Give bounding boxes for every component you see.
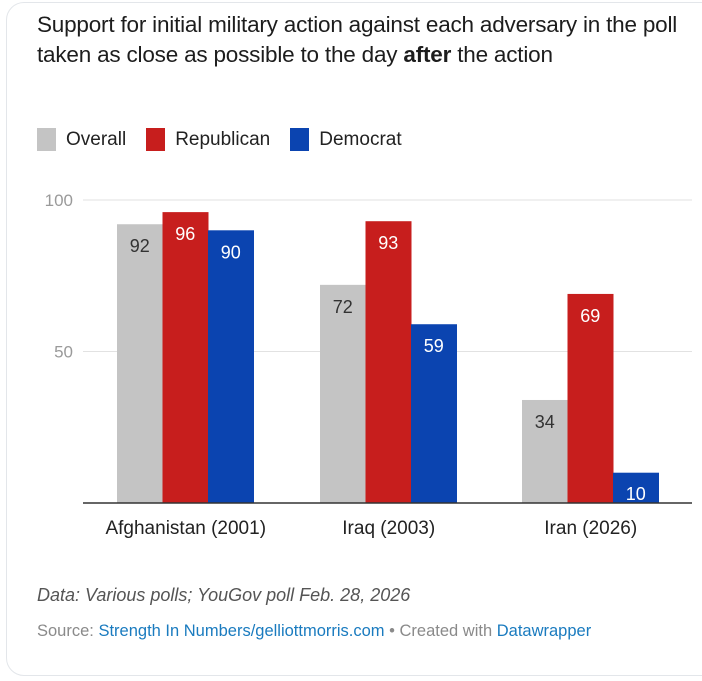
bar-value-label: 93 <box>378 233 398 253</box>
bar-democrat-2 <box>613 472 659 503</box>
chart-notes: Data: Various polls; YouGov poll Feb. 28… <box>37 585 411 605</box>
source-link[interactable]: Strength In Numbers/gelliottmorris.com <box>98 622 385 640</box>
category-labels: Afghanistan (2001) Iraq (2003) Iran (2026) <box>105 518 637 539</box>
bar-overall-1 <box>320 284 366 503</box>
bar-chart: 50 100 92 96 90 72 93 59 34 69 10 Afghanistan (20… <box>45 191 692 539</box>
datawrapper-link[interactable]: Datawrapper <box>496 622 592 640</box>
chart-title: Support for initial military action agai… <box>37 10 697 70</box>
bar-democrat-0 <box>208 230 254 504</box>
bar-democrat-1 <box>411 324 457 503</box>
legend-item-democrat: Democrat <box>290 128 402 151</box>
title-bold-text: after <box>403 42 452 67</box>
bar-value-label: 10 <box>626 484 646 504</box>
legend: Overall Republican Democrat <box>37 128 422 151</box>
legend-swatch-republican <box>146 128 166 151</box>
bar-overall-2 <box>522 399 568 503</box>
bar-value-label: 72 <box>333 297 353 317</box>
bar-value-label: 90 <box>221 242 241 262</box>
legend-item-overall: Overall <box>37 128 126 151</box>
legend-item-republican: Republican <box>146 128 270 151</box>
legend-label-republican: Republican <box>175 128 271 150</box>
source-separator: • Created with <box>384 622 497 640</box>
title-text-end: the action <box>451 42 553 67</box>
bar-overall-0 <box>117 224 163 504</box>
bar-republican-0 <box>162 212 209 503</box>
y-tick-label: 100 <box>45 191 73 210</box>
title-text: Support for initial military action agai… <box>37 12 678 67</box>
bar-value-label: 69 <box>580 306 600 326</box>
bar-value-label: 92 <box>130 236 150 256</box>
bar-value-label: 59 <box>424 336 444 356</box>
chart-source: Source: Strength In Numbers/gelliottmorr… <box>37 619 637 644</box>
legend-label-overall: Overall <box>66 128 127 150</box>
bar-value-label: 96 <box>175 224 195 244</box>
source-prefix: Source: <box>37 622 99 640</box>
bar-republican-2 <box>567 293 614 503</box>
legend-swatch-overall <box>37 128 56 151</box>
bar-republican-1 <box>365 221 412 503</box>
bar-value-label: 34 <box>535 412 555 432</box>
x-category-label: Iraq (2003) <box>342 518 435 539</box>
y-tick-label: 50 <box>54 343 73 362</box>
bars: 92 96 90 72 93 59 34 69 10 <box>117 212 659 504</box>
legend-swatch-democrat <box>290 128 310 151</box>
x-category-label: Afghanistan (2001) <box>105 518 266 539</box>
x-category-label: Iran (2026) <box>544 518 637 539</box>
legend-label-democrat: Democrat <box>319 128 402 150</box>
